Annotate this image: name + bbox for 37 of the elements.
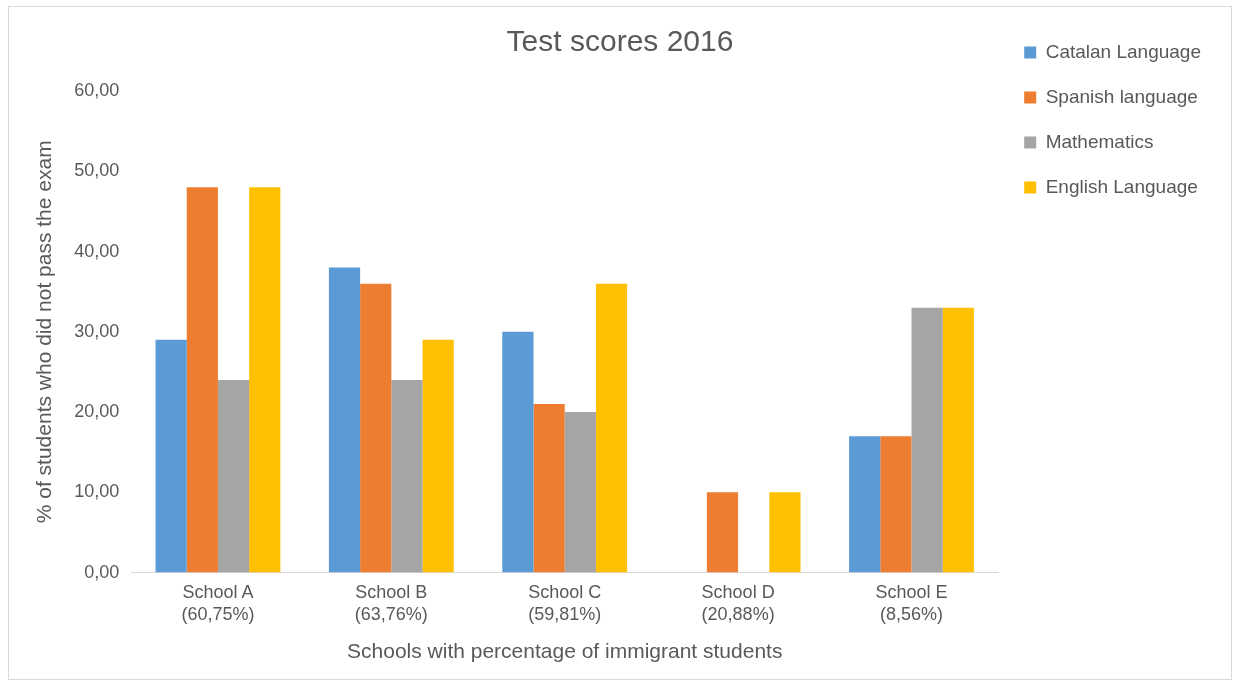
bar	[942, 307, 974, 573]
legend-label: Mathematics	[1045, 130, 1154, 152]
x-axis-title: Schools with percentage of immigrant students	[347, 639, 783, 663]
x-tick-label: School B (63,76%)	[354, 582, 428, 624]
x-tick-label: School E (8,56%)	[875, 582, 948, 624]
y-axis-title: % of students who did not pass the exam	[32, 140, 56, 524]
chart-title: Test scores 2016	[506, 24, 734, 58]
bar	[911, 307, 943, 573]
bar	[186, 187, 218, 573]
y-tick-label: 60,00	[74, 79, 120, 100]
y-tick-label: 10,00	[74, 481, 120, 502]
bar	[595, 283, 628, 573]
legend-label: Catalan Language	[1045, 40, 1202, 62]
legend-label: English Language	[1045, 175, 1198, 197]
y-tick-label: 20,00	[74, 401, 120, 422]
bar	[217, 379, 250, 573]
y-tick-label: 0,00	[84, 561, 120, 582]
bar	[502, 331, 534, 573]
bar	[422, 339, 454, 573]
x-tick-label: School A (60,75%)	[181, 582, 255, 624]
bar	[328, 267, 361, 573]
y-tick-label: 50,00	[74, 160, 120, 181]
bar	[155, 339, 187, 573]
bar	[849, 436, 881, 573]
bar	[360, 283, 392, 573]
bar	[564, 412, 596, 573]
bar	[391, 379, 423, 573]
bar	[769, 492, 801, 573]
bar	[249, 187, 281, 573]
bar	[880, 436, 912, 573]
x-tick-label: School C (59,81%)	[528, 582, 602, 624]
y-tick-label: 30,00	[74, 320, 120, 341]
bar	[533, 404, 565, 573]
x-tick-label: School D (20,88%)	[701, 582, 775, 624]
y-tick-label: 40,00	[74, 240, 120, 261]
legend-label: Spanish language	[1045, 85, 1198, 107]
bar	[706, 492, 739, 573]
